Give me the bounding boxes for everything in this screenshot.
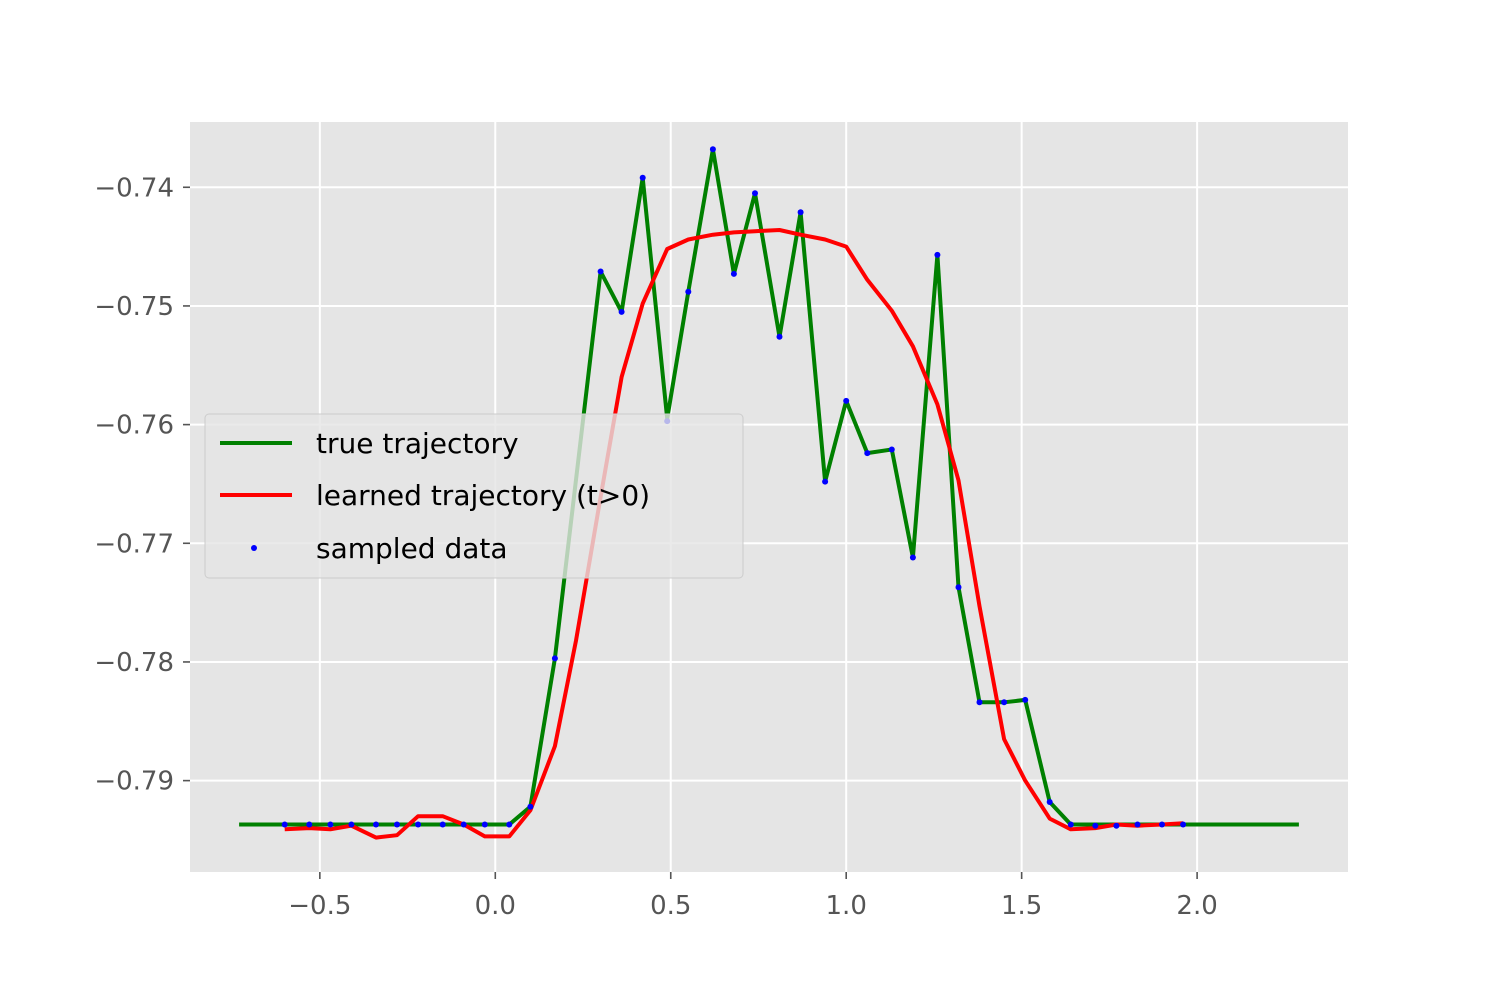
sampled-data-point [776, 333, 783, 340]
sampled-data-point [909, 554, 916, 561]
sampled-data-point [415, 821, 422, 828]
x-tick-label: 0.5 [650, 891, 691, 921]
x-tick-label: −0.5 [288, 891, 351, 921]
sampled-data-point [306, 821, 313, 828]
sampled-data-point [1159, 821, 1165, 828]
sampled-data-point [864, 450, 871, 457]
sampled-data-point [955, 584, 962, 591]
sampled-data-point [506, 821, 513, 828]
sampled-data-point [281, 821, 288, 828]
legend-sampled-data-label: sampled data [316, 532, 508, 565]
y-tick-label: −0.79 [94, 767, 174, 797]
y-tick-label: −0.75 [94, 292, 174, 322]
sampled-data-point [1067, 821, 1074, 828]
sampled-data-point [527, 803, 534, 810]
legend-box [204, 413, 744, 579]
sampled-data-point [843, 397, 850, 404]
sampled-data-point [394, 821, 400, 828]
sampled-data-point [888, 446, 895, 453]
y-axis-ticks: −0.79 −0.78 −0.77 −0.76 −0.75 −0.74 [94, 173, 190, 797]
sampled-data-point [1092, 822, 1099, 829]
x-tick-label: 0.0 [475, 891, 516, 921]
sampled-data-point [934, 251, 941, 258]
x-tick-label: 2.0 [1176, 891, 1217, 921]
learned-trajectory-t-0-line [284, 228, 1184, 840]
sampled-data-point [1180, 821, 1187, 828]
sampled-data-point [1134, 821, 1141, 828]
sampled-data-point [481, 821, 488, 828]
sampled-data-point [373, 821, 379, 828]
sampled-data-point [797, 209, 804, 216]
sampled-data-point [327, 821, 334, 828]
sampled-data-point [730, 270, 737, 277]
sampled-data-point [685, 288, 692, 295]
sampled-data-point [1046, 799, 1053, 805]
x-tick-label: 1.5 [1001, 891, 1042, 921]
sampled-data-point [618, 308, 625, 315]
series-layer [239, 146, 1299, 840]
sampled-data-point [1113, 822, 1120, 829]
sampled-data-point [822, 478, 829, 485]
sampled-data-point [460, 821, 467, 828]
sampled-data-point [439, 821, 446, 828]
sampled-data-point [597, 268, 604, 275]
legend-sampled-data-marker [251, 545, 257, 551]
sampled-data-point [976, 699, 983, 706]
legend: true trajectory learned trajectory (t>0)… [204, 413, 744, 579]
y-tick-label: −0.78 [94, 648, 174, 678]
sampled-data-point [551, 655, 558, 662]
y-tick-label: −0.76 [94, 411, 174, 441]
sampled-data-point [752, 190, 758, 197]
y-tick-label: −0.74 [94, 173, 174, 203]
legend-learned-trajectory-label: learned trajectory (t>0) [316, 479, 650, 512]
x-tick-label: 1.0 [826, 891, 867, 921]
y-tick-label: −0.77 [94, 529, 174, 559]
sampled-data-point [639, 174, 646, 181]
x-axis-ticks: −0.5 0.0 0.5 1.0 1.5 2.0 [288, 872, 1218, 921]
sampled-data-point [709, 146, 716, 153]
sampled-data-point [348, 821, 355, 828]
sampled-data-point [1001, 699, 1008, 706]
grid-lines [190, 122, 1348, 872]
legend-true-trajectory-label: true trajectory [316, 427, 519, 460]
sampled-data-point [1022, 696, 1029, 703]
